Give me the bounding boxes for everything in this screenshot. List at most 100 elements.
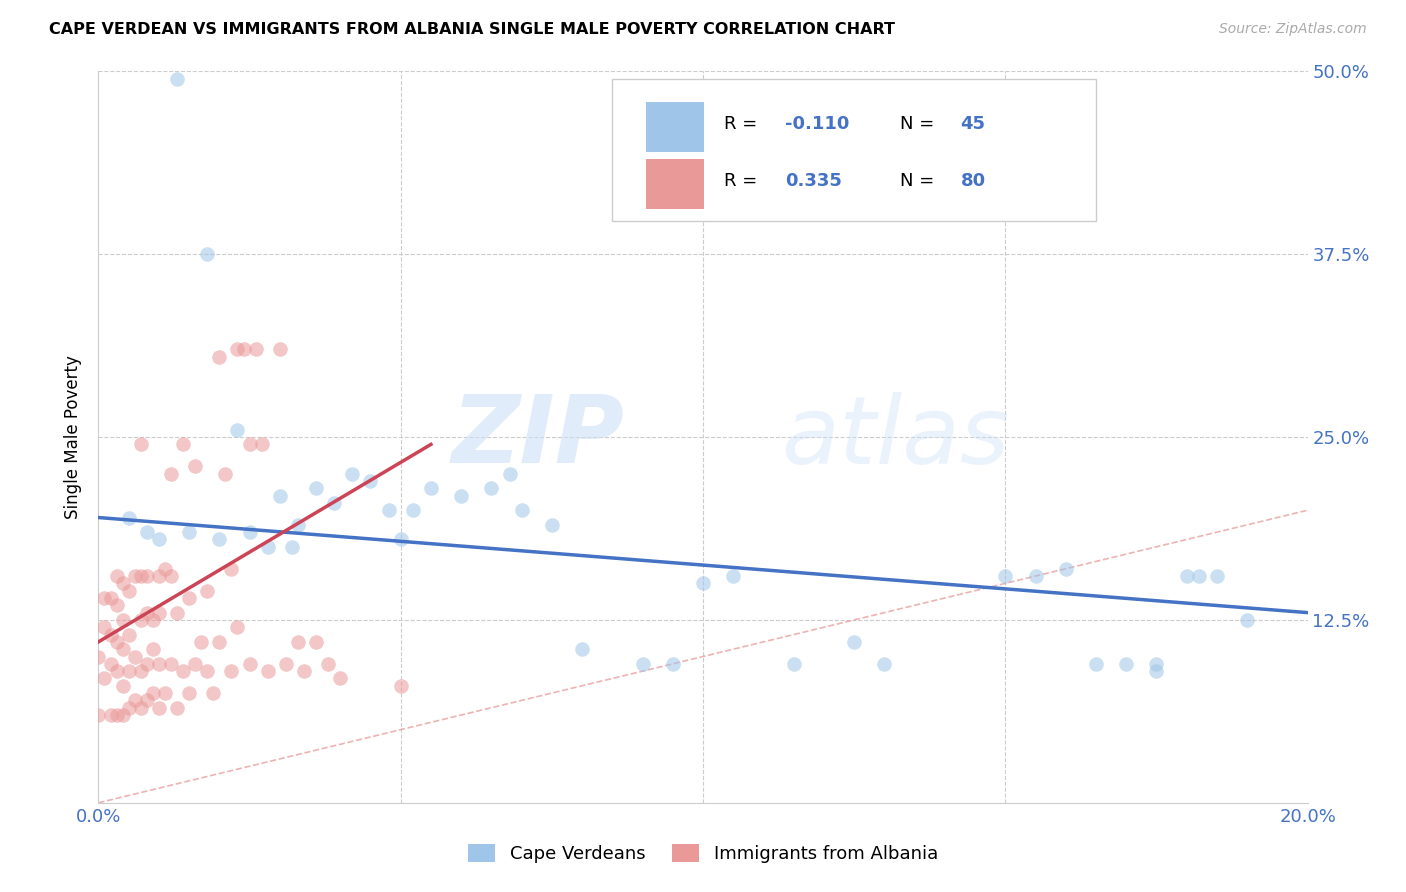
Point <box>135 693 157 707</box>
Point <box>250 437 273 451</box>
Point <box>166 606 188 620</box>
Point <box>214 467 236 481</box>
Point <box>195 664 218 678</box>
Point <box>124 569 146 583</box>
Point <box>105 635 128 649</box>
Point <box>148 606 170 620</box>
Point <box>111 613 134 627</box>
Point <box>873 657 896 671</box>
Legend: Cape Verdeans, Immigrants from Albania: Cape Verdeans, Immigrants from Albania <box>468 844 938 863</box>
Point <box>571 642 593 657</box>
Point <box>129 437 152 451</box>
Point <box>118 664 141 678</box>
Point <box>100 591 122 605</box>
Text: ZIP: ZIP <box>451 391 624 483</box>
Point <box>100 657 122 671</box>
Text: -0.110: -0.110 <box>785 115 849 133</box>
Point <box>195 247 218 261</box>
Point <box>135 606 157 620</box>
Point <box>184 657 207 671</box>
Point <box>1115 657 1137 671</box>
Point <box>129 700 152 714</box>
Point <box>135 525 157 540</box>
Point <box>118 510 141 524</box>
Point <box>111 679 134 693</box>
Point <box>269 489 291 503</box>
Point <box>208 533 231 547</box>
Point <box>111 576 134 591</box>
Point <box>87 708 110 723</box>
Text: CAPE VERDEAN VS IMMIGRANTS FROM ALBANIA SINGLE MALE POVERTY CORRELATION CHART: CAPE VERDEAN VS IMMIGRANTS FROM ALBANIA … <box>49 22 896 37</box>
Point <box>118 583 141 598</box>
Point <box>93 591 115 605</box>
Point <box>1085 657 1108 671</box>
Point <box>190 635 212 649</box>
Point <box>287 517 309 532</box>
Point <box>402 503 425 517</box>
Text: R =: R = <box>724 115 762 133</box>
Point <box>256 664 278 678</box>
Point <box>148 657 170 671</box>
Point <box>184 459 207 474</box>
Point <box>135 657 157 671</box>
Point <box>631 657 654 671</box>
Point <box>221 562 243 576</box>
Point <box>510 503 533 517</box>
Point <box>160 657 183 671</box>
Point <box>153 562 176 576</box>
Point <box>540 517 562 532</box>
Point <box>111 642 134 657</box>
Point <box>342 467 364 481</box>
Text: N =: N = <box>900 115 941 133</box>
Point <box>305 635 328 649</box>
Text: R =: R = <box>724 172 762 190</box>
Point <box>166 700 188 714</box>
Point <box>142 642 165 657</box>
Text: atlas: atlas <box>782 392 1010 483</box>
Point <box>142 613 165 627</box>
Point <box>148 569 170 583</box>
Point <box>316 657 339 671</box>
Point <box>195 583 218 598</box>
Bar <box>647 102 704 152</box>
Point <box>153 686 176 700</box>
Point <box>292 664 315 678</box>
Point <box>172 664 194 678</box>
Point <box>208 635 231 649</box>
Point <box>1175 569 1198 583</box>
Point <box>179 591 201 605</box>
Point <box>1144 664 1167 678</box>
Point <box>226 620 249 634</box>
Point <box>179 525 201 540</box>
Point <box>239 437 262 451</box>
Point <box>994 569 1017 583</box>
Point <box>100 627 122 641</box>
Point <box>723 569 745 583</box>
Point <box>93 620 115 634</box>
Point <box>389 679 412 693</box>
Point <box>1236 613 1258 627</box>
Point <box>172 437 194 451</box>
Point <box>226 423 249 437</box>
Point <box>274 657 297 671</box>
Point <box>148 533 170 547</box>
Point <box>160 569 183 583</box>
Y-axis label: Single Male Poverty: Single Male Poverty <box>65 355 83 519</box>
Point <box>305 481 328 495</box>
Point <box>498 467 520 481</box>
Point <box>118 700 141 714</box>
Point <box>360 474 382 488</box>
Point <box>450 489 472 503</box>
Point <box>93 672 115 686</box>
Point <box>208 350 231 364</box>
Point <box>105 569 128 583</box>
Point <box>661 657 683 671</box>
Point <box>124 693 146 707</box>
Point <box>281 540 304 554</box>
Point <box>844 635 866 649</box>
Text: Source: ZipAtlas.com: Source: ZipAtlas.com <box>1219 22 1367 37</box>
Point <box>105 599 128 613</box>
Point <box>239 525 262 540</box>
Text: 80: 80 <box>960 172 986 190</box>
Point <box>111 708 134 723</box>
